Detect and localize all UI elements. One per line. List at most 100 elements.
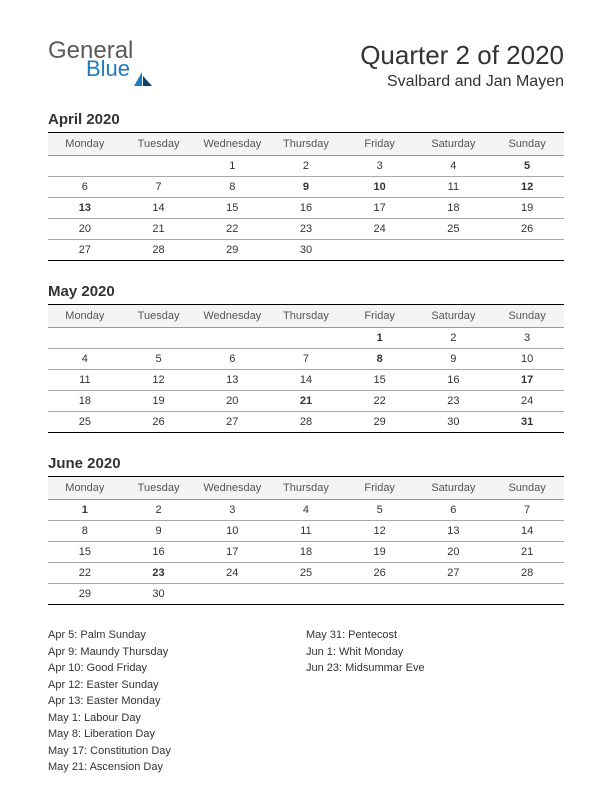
calendar-cell: 9 (122, 521, 196, 542)
calendar-cell: 26 (490, 219, 564, 240)
day-header: Friday (343, 305, 417, 328)
calendar-cell: 30 (417, 412, 491, 433)
calendar-cell: 3 (343, 156, 417, 177)
calendar-cell: 20 (195, 391, 269, 412)
calendar-cell: 20 (417, 542, 491, 563)
calendar-table: MondayTuesdayWednesdayThursdayFridaySatu… (48, 132, 564, 261)
header: General Blue Quarter 2 of 2020 Svalbard … (48, 40, 564, 91)
calendar-cell: 17 (490, 370, 564, 391)
calendar-cell: 10 (490, 349, 564, 370)
calendar-cell: 3 (490, 328, 564, 349)
holiday-entry: May 17: Constitution Day (48, 743, 306, 760)
calendar-cell: 9 (417, 349, 491, 370)
calendar-cell: 13 (48, 198, 122, 219)
calendar-cell (122, 156, 196, 177)
calendar-row: 45678910 (48, 349, 564, 370)
calendar-cell: 3 (195, 500, 269, 521)
calendar-cell: 12 (490, 177, 564, 198)
logo-text-blue: Blue (86, 59, 130, 80)
calendar-cell (48, 156, 122, 177)
calendar-cell (269, 328, 343, 349)
calendar-cell: 19 (343, 542, 417, 563)
calendar-cell: 26 (343, 563, 417, 584)
calendar-cell: 22 (343, 391, 417, 412)
calendar-cell: 29 (195, 240, 269, 261)
calendar-cell: 21 (122, 219, 196, 240)
calendar-cell: 7 (490, 500, 564, 521)
calendar-cell: 1 (343, 328, 417, 349)
holiday-entry: May 8: Liberation Day (48, 726, 306, 743)
calendar-cell: 27 (48, 240, 122, 261)
day-header: Friday (343, 477, 417, 500)
logo-wrap: General Blue (48, 40, 152, 80)
calendar-cell: 14 (490, 521, 564, 542)
calendar-cell: 28 (122, 240, 196, 261)
calendar-cell: 13 (417, 521, 491, 542)
month-title: May 2020 (48, 283, 564, 300)
calendar-cell: 24 (195, 563, 269, 584)
calendar-cell: 10 (195, 521, 269, 542)
calendar-cell (490, 584, 564, 605)
calendar-row: 6789101112 (48, 177, 564, 198)
day-header: Monday (48, 305, 122, 328)
calendar-cell: 23 (122, 563, 196, 584)
calendar-cell: 18 (48, 391, 122, 412)
day-header: Tuesday (122, 305, 196, 328)
calendar-cell: 6 (48, 177, 122, 198)
calendar-cell: 25 (269, 563, 343, 584)
holiday-entry: Jun 23: Midsummar Eve (306, 660, 564, 677)
calendar-cell: 25 (417, 219, 491, 240)
month-block: May 2020MondayTuesdayWednesdayThursdayFr… (48, 283, 564, 433)
holiday-entry: May 31: Pentecost (306, 627, 564, 644)
logo-sail-icon (134, 68, 152, 82)
calendar-row: 27282930 (48, 240, 564, 261)
calendar-cell: 30 (269, 240, 343, 261)
calendar-cell (122, 328, 196, 349)
calendar-cell: 15 (195, 198, 269, 219)
day-header: Saturday (417, 133, 491, 156)
calendar-row: 25262728293031 (48, 412, 564, 433)
day-header: Sunday (490, 477, 564, 500)
month-block: June 2020MondayTuesdayWednesdayThursdayF… (48, 455, 564, 605)
calendar-cell: 17 (195, 542, 269, 563)
calendar-cell (195, 584, 269, 605)
calendar-cell: 23 (417, 391, 491, 412)
holiday-entry: Apr 12: Easter Sunday (48, 677, 306, 694)
month-title: April 2020 (48, 111, 564, 128)
calendar-cell: 7 (122, 177, 196, 198)
calendar-cell: 1 (48, 500, 122, 521)
calendar-cell (343, 584, 417, 605)
calendar-cell: 11 (48, 370, 122, 391)
logo: General Blue (48, 40, 152, 80)
calendar-cell: 20 (48, 219, 122, 240)
month-title: June 2020 (48, 455, 564, 472)
calendar-cell: 25 (48, 412, 122, 433)
holiday-entry: May 1: Labour Day (48, 710, 306, 727)
calendar-cell: 19 (490, 198, 564, 219)
calendar-cell: 2 (417, 328, 491, 349)
calendar-cell: 27 (195, 412, 269, 433)
months-container: April 2020 MondayTuesdayWednesdayThursday… (48, 111, 564, 605)
day-header: Thursday (269, 305, 343, 328)
calendar-cell: 6 (195, 349, 269, 370)
calendar-cell: 18 (269, 542, 343, 563)
calendar-cell: 12 (122, 370, 196, 391)
calendar-cell: 5 (122, 349, 196, 370)
calendar-cell (195, 328, 269, 349)
day-header: Thursday (269, 477, 343, 500)
calendar-cell: 21 (269, 391, 343, 412)
day-header: Thursday (269, 133, 343, 156)
day-header: Friday (343, 133, 417, 156)
calendar-row: 15161718192021 (48, 542, 564, 563)
holiday-entry: Apr 9: Maundy Thursday (48, 644, 306, 661)
calendar-cell: 12 (343, 521, 417, 542)
day-header: Sunday (490, 133, 564, 156)
day-header: Saturday (417, 477, 491, 500)
calendar-row: 13141516171819 (48, 198, 564, 219)
holiday-entry: Apr 10: Good Friday (48, 660, 306, 677)
calendar-cell: 7 (269, 349, 343, 370)
calendar-row: 2930 (48, 584, 564, 605)
calendar-row: 12345 (48, 156, 564, 177)
calendar-cell: 22 (48, 563, 122, 584)
calendar-cell: 2 (269, 156, 343, 177)
